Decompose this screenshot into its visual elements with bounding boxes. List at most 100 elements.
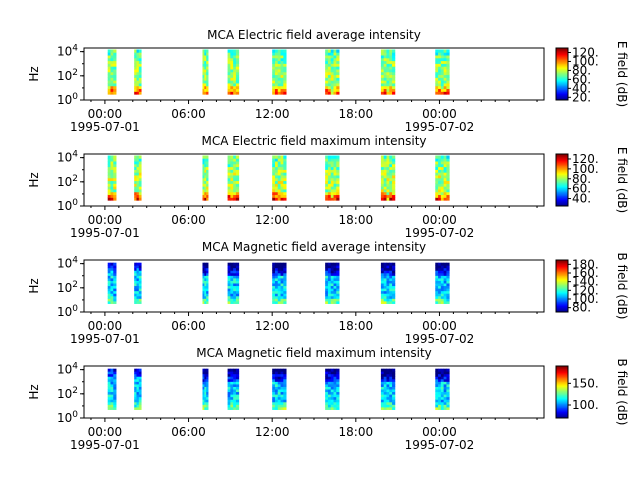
spectrogram-cell [204,399,207,403]
spectrogram-cell [274,52,279,56]
colorbar-segment [556,202,568,204]
spectrogram-cell [380,407,385,410]
colorbar-segment [556,390,568,393]
spectrogram-cell [272,191,276,196]
spectrogram-cell [233,295,237,299]
spectrogram-cell [110,301,114,304]
x-tick-label: 00:00 [422,319,457,333]
spectrogram-cell [235,290,240,294]
x-date-label: 1995-07-02 [405,226,475,240]
spectrogram-cell [202,52,205,56]
spectrogram-cell [138,280,142,284]
spectrogram-cell [330,194,334,198]
spectrogram-cell [383,69,387,73]
spectrogram-cell [202,267,205,271]
spectrogram-cell [386,69,390,73]
spectrogram-cell [274,155,279,159]
spectrogram-cell [438,66,442,70]
spectrogram-cell [233,189,237,193]
spectrogram-cell [389,77,393,81]
spectrogram-cell [206,373,209,377]
spectrogram-cell [107,378,111,382]
spectrogram-cell [113,368,117,372]
colorbar-segment [556,155,568,157]
spectrogram-cell [283,180,287,184]
spectrogram-cell [272,177,276,182]
colorbar-segment [556,368,568,371]
spectrogram-cell [235,265,240,269]
spectrogram-cell [277,381,281,385]
colorbar-segment [556,308,568,310]
spectrogram-cell [227,88,231,92]
spectrogram-cell [107,298,111,302]
spectrogram-pass [435,155,450,201]
colorbar-segment [556,195,568,198]
spectrogram-cell [277,60,281,64]
spectrogram-cell [235,373,240,377]
spectrogram-cell [325,280,329,284]
spectrogram-cell [206,55,209,59]
spectrogram-cell [392,293,396,297]
spectrogram-cell [227,69,231,73]
colorbar-segment [556,59,568,62]
spectrogram-cell [138,285,142,289]
spectrogram-cell [333,194,337,198]
spectrogram-cell [438,391,442,395]
spectrogram-cell [443,191,447,196]
spectrogram-cell [134,278,137,281]
spectrogram-cell [204,376,207,380]
spectrogram-cell [283,183,287,187]
spectrogram-cell [277,407,281,410]
spectrogram-cell [443,71,447,76]
spectrogram-cell [107,391,111,395]
spectrogram-cell [204,378,207,382]
spectrogram-cell [274,186,279,190]
colorbar-segment [556,57,568,59]
spectrogram-cell [277,77,281,81]
spectrogram-cell [383,60,387,64]
spectrogram-cell [202,186,205,190]
spectrogram-cell [383,285,387,289]
spectrogram-cell [283,163,287,168]
spectrogram-cell [336,74,340,78]
spectrogram-cell [136,270,140,274]
spectrogram-cell [113,197,117,201]
spectrogram-cell [138,381,142,385]
spectrogram-cell [235,396,240,400]
spectrogram-cell [235,272,240,276]
spectrogram-cell [325,63,329,67]
spectrogram-cell [443,60,447,64]
spectrogram-cell [110,265,114,269]
spectrogram-cell [202,293,205,297]
spectrogram-cell [274,66,279,70]
spectrogram-cell [443,63,447,67]
spectrogram-cell [336,172,340,176]
spectrogram-cell [134,91,137,95]
spectrogram-cell [333,180,337,184]
spectrogram-cell [277,265,281,269]
colorbar-segment [556,75,568,77]
spectrogram-cell [386,262,390,266]
spectrogram-cell [233,396,237,400]
spectrogram-cell [283,399,287,403]
spectrogram-cell [392,194,396,198]
spectrogram-cell [110,191,114,196]
spectrogram-cell [443,155,447,159]
spectrogram-cell [136,169,140,173]
spectrogram-cell [113,66,117,70]
spectrogram-cell [438,280,442,284]
spectrogram-cell [107,295,111,299]
spectrogram-cell [138,197,142,201]
spectrogram-cell [336,194,340,198]
spectrogram-cell [333,177,337,182]
spectrogram-cell [138,77,142,81]
spectrogram-cell [380,69,385,73]
spectrogram-cell [389,295,393,299]
spectrogram-cell [138,376,142,380]
spectrogram-cell [435,177,439,182]
spectrogram-cell [389,169,393,173]
spectrogram-cell [440,91,445,95]
spectrogram-cell [272,172,276,176]
spectrogram-cell [392,391,396,395]
spectrogram-cell [443,52,447,56]
